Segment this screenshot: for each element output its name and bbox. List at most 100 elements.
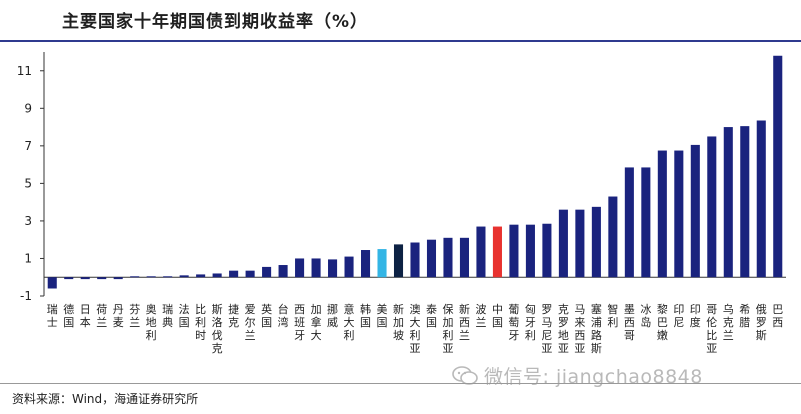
x-tick-label: 冰岛 [640,303,651,329]
bar-俄罗斯 [756,120,766,278]
x-tick-label: 斯洛伐克 [212,303,223,355]
x-tick-label: 乌克兰 [723,302,734,342]
x-tick-label: 西班牙 [294,303,305,342]
bar-英国 [262,266,272,278]
x-tick-label: 匈牙利 [525,302,536,342]
x-tick-label: 加拿大 [311,303,322,342]
x-tick-label: 英国 [261,302,272,329]
chart-title: 主要国家十年期国债到期收益率（%） [62,12,369,32]
bar-印度 [690,144,700,278]
bar-保加利亚 [443,237,453,278]
y-tick-label: 3 [24,214,32,228]
watermark-text: 微信号: jiangchao8848 [484,366,703,388]
x-tick-label: 荷兰 [96,303,107,329]
source-note: 资料来源：Wind，海通证券研究所 [12,392,199,406]
bar-黎巴嫩 [657,150,667,278]
bar-日本 [80,277,90,280]
x-tick-label: 塞浦路斯 [591,302,602,355]
y-tick-label: 5 [24,176,32,190]
x-tick-label: 保加利亚 [442,302,453,355]
x-tick-label: 中国 [492,303,503,329]
bar-葡萄牙 [509,224,519,278]
bar-塞浦路斯 [591,206,601,278]
bar-乌克兰 [723,127,733,278]
bar-澳大利亚 [410,242,420,278]
x-tick-label: 捷克 [228,302,239,329]
x-tick-label: 澳大利亚 [410,303,421,355]
x-tick-label: 美国 [377,303,388,329]
x-tick-label: 日本 [80,303,91,329]
x-tick-label: 新加坡 [393,302,404,342]
bar-中国 [492,226,502,278]
bar-泰国 [426,239,437,278]
x-tick-label: 墨西哥 [624,303,635,342]
x-tick-label: 奥地利 [146,302,157,342]
y-tick-label: -1 [20,289,32,303]
bar-匈牙利 [525,224,535,278]
y-tick-label: 9 [24,101,32,115]
bar-斯洛伐克 [212,273,222,278]
x-tick-label: 意大利 [344,302,355,342]
bar-新加坡 [393,244,404,278]
bar-爱尔兰 [245,270,255,278]
y-tick-label: 11 [17,64,32,78]
bar-韩国 [360,250,371,278]
x-tick-label: 台湾 [278,302,289,329]
bar-美国 [377,249,387,278]
x-tick-label: 罗马尼亚 [541,303,552,355]
x-tick-label: 黎巴嫩 [657,302,668,342]
x-tick-label: 新西兰 [459,302,470,342]
x-tick-label: 葡萄牙 [508,303,519,342]
bar-台湾 [278,265,288,278]
x-tick-label: 泰国 [426,302,437,329]
bar-德国 [64,277,74,280]
x-tick-label: 克罗地亚 [558,303,569,355]
x-tick-label: 哥伦比亚 [706,303,717,355]
x-tick-label: 爱尔兰 [245,303,256,342]
x-tick-label: 智利 [607,302,618,329]
bar-智利 [608,196,618,278]
chart: -1 1 3 5 7 9 11 瑞士德国日本荷兰丹麦芬兰奥地利瑞典法国比利时斯洛伐克捷克爱尔… [17,52,786,355]
y-tick-label: 1 [24,251,32,265]
x-tick-label: 瑞士 [47,302,58,329]
bar-奥地利 [146,276,156,278]
bottom-rule [0,383,801,384]
bar-比利时 [196,274,206,278]
x-tick-label: 波兰 [475,303,486,329]
bar-荷兰 [97,277,107,280]
bar-芬兰 [130,276,140,278]
bar-西班牙 [295,258,305,278]
x-tick-label: 印度 [690,303,701,329]
category-labels: 瑞士德国日本荷兰丹麦芬兰奥地利瑞典法国比利时斯洛伐克捷克爱尔兰英国台湾西班牙加拿… [47,302,784,355]
bar-冰岛 [641,167,651,278]
bar-希腊 [740,126,750,278]
x-tick-label: 法国 [179,302,190,329]
bar-马来西亚 [575,209,585,278]
x-tick-label: 德国 [63,302,74,329]
bar-印尼 [674,150,684,278]
x-tick-label: 马来西亚 [574,303,585,355]
bar-罗马尼亚 [542,223,552,278]
bar-新西兰 [459,237,470,278]
x-tick-label: 芬兰 [129,303,140,329]
x-tick-label: 比利时 [195,303,206,342]
bar-加拿大 [311,258,321,278]
bars [47,55,783,289]
bar-瑞典 [163,276,173,278]
bar-意大利 [344,256,354,278]
bar-瑞士 [47,277,57,289]
bar-丹麦 [113,277,123,280]
title-rule [0,40,801,42]
y-tick-label: 7 [24,139,32,153]
x-tick-label: 丹麦 [113,303,124,329]
watermark: 微信号: jiangchao8848 [452,362,703,389]
x-tick-label: 巴西 [772,303,783,329]
x-tick-label: 韩国 [360,302,371,329]
x-tick-label: 印尼 [673,303,684,329]
x-tick-label: 俄罗斯 [756,303,767,342]
bar-法国 [179,275,189,278]
bar-墨西哥 [624,167,634,278]
bar-克罗地亚 [558,209,568,278]
bar-巴西 [773,55,783,278]
wechat-icon [452,366,478,385]
